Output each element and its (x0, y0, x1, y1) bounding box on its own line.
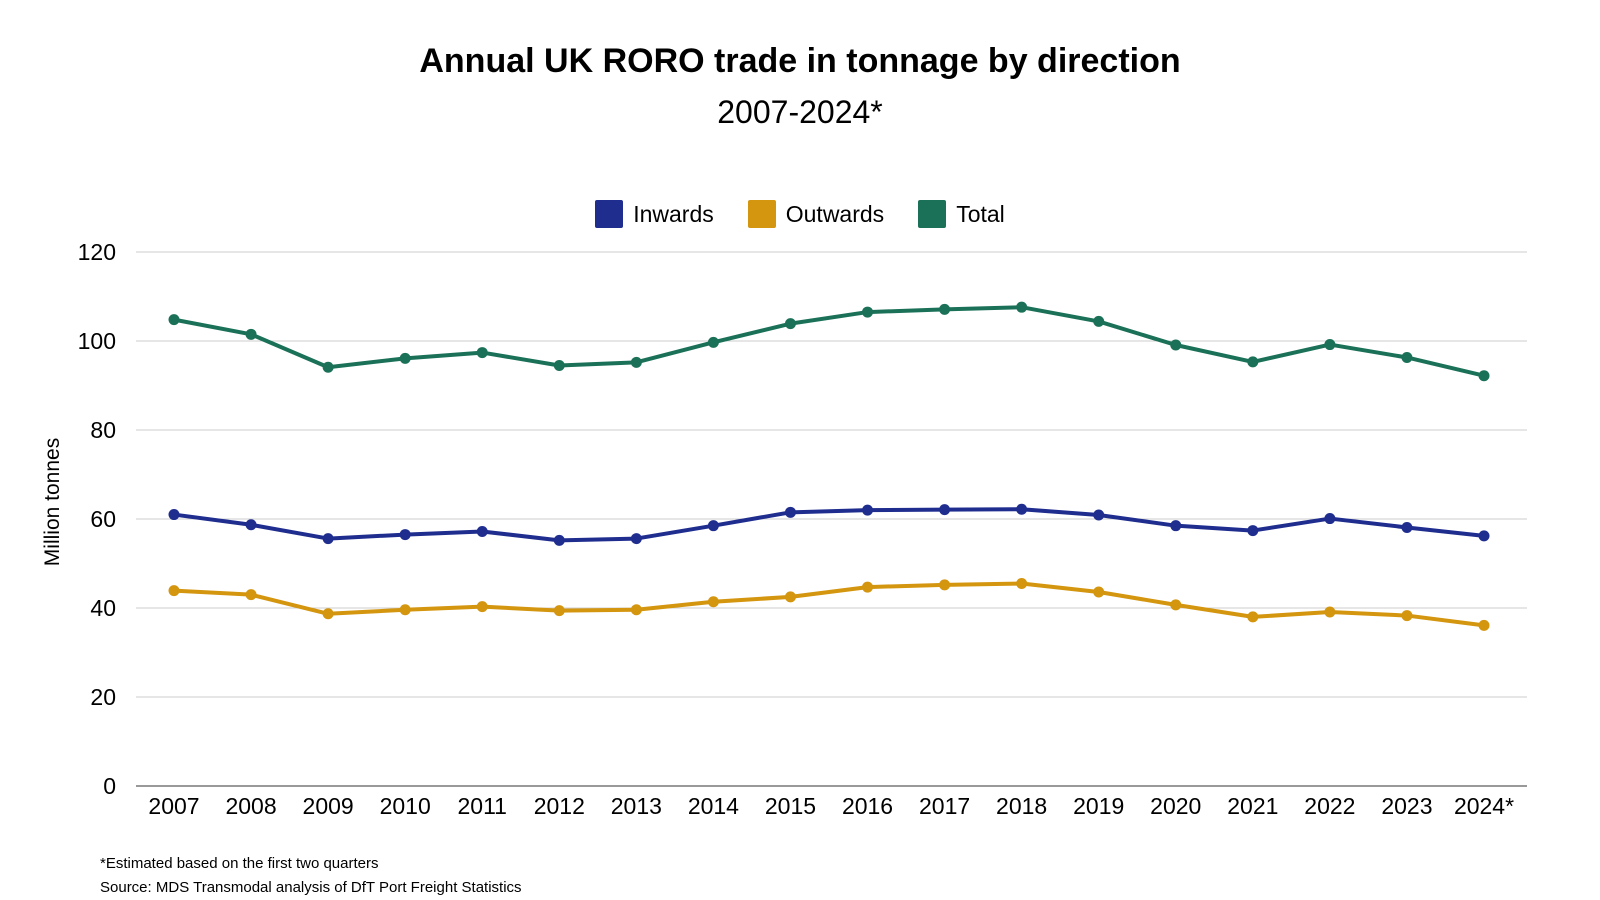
data-point-total (707, 336, 719, 348)
data-point-total (553, 359, 565, 371)
footnote-estimate: *Estimated based on the first two quarte… (100, 855, 379, 872)
legend-item-total[interactable]: Total (918, 200, 1005, 228)
data-point-outwards (476, 601, 488, 613)
data-point-outwards (1093, 586, 1105, 598)
data-point-inwards (784, 506, 796, 518)
legend-item-inwards[interactable]: Inwards (595, 200, 714, 228)
x-tick-label: 2010 (380, 793, 431, 819)
data-point-outwards (1247, 611, 1259, 623)
y-tick-label: 40 (90, 595, 116, 621)
series-line-total (172, 305, 1486, 378)
data-point-inwards (1324, 513, 1336, 525)
data-point-inwards (1016, 503, 1028, 515)
x-tick-label: 2021 (1227, 793, 1278, 819)
series-line-outwards (172, 581, 1486, 628)
legend-item-outwards[interactable]: Outwards (747, 200, 885, 228)
x-tick-label: 2011 (458, 793, 507, 819)
data-point-inwards (553, 534, 565, 546)
data-point-outwards (245, 589, 257, 601)
data-point-total (1401, 351, 1413, 363)
data-point-outwards (553, 605, 565, 617)
data-point-outwards (1324, 606, 1336, 618)
data-point-inwards (476, 525, 488, 537)
data-point-outwards (399, 604, 411, 616)
data-point-outwards (1478, 619, 1490, 631)
data-point-total (322, 361, 334, 373)
x-tick-label: 2014 (688, 793, 739, 819)
x-tick-label: 2019 (1073, 793, 1124, 819)
data-point-total (1478, 370, 1490, 382)
legend: Inwards Outwards Total (0, 200, 1600, 228)
data-point-inwards (245, 519, 257, 531)
legend-label-inwards: Inwards (633, 200, 714, 227)
data-point-outwards (707, 596, 719, 608)
y-tick-label: 100 (78, 328, 116, 354)
x-tick-label: 2009 (303, 793, 354, 819)
legend-label-total: Total (956, 200, 1005, 227)
data-point-inwards (1093, 509, 1105, 521)
x-tick-label: 2013 (611, 793, 662, 819)
data-point-total (1093, 315, 1105, 327)
y-tick-label: 0 (103, 773, 116, 799)
data-point-inwards (1247, 525, 1259, 537)
data-point-inwards (1478, 530, 1490, 542)
chart-subtitle: 2007-2024* (717, 94, 883, 130)
x-tick-label: 2015 (765, 793, 816, 819)
data-point-inwards (707, 520, 719, 532)
legend-label-outwards: Outwards (785, 200, 885, 227)
data-point-outwards (1016, 578, 1028, 590)
data-point-inwards (1170, 520, 1182, 532)
data-point-total (630, 356, 642, 368)
data-point-outwards (1401, 610, 1413, 622)
data-point-outwards (322, 608, 334, 620)
x-tick-label: 2018 (996, 793, 1047, 819)
x-tick-label: 2016 (842, 793, 893, 819)
data-point-total (862, 306, 874, 318)
data-point-inwards (168, 509, 180, 521)
y-tick-label: 20 (90, 684, 116, 710)
data-point-inwards (862, 504, 874, 516)
footnote-source: Source: MDS Transmodal analysis of DfT P… (100, 879, 522, 896)
data-point-inwards (1401, 521, 1413, 533)
data-point-inwards (399, 529, 411, 541)
x-tick-label: 2023 (1381, 793, 1432, 819)
y-tick-label: 60 (90, 506, 116, 532)
data-point-inwards (322, 533, 334, 545)
data-point-total (168, 314, 180, 326)
data-point-total (1016, 301, 1028, 313)
data-point-total (1247, 356, 1259, 368)
x-tick-label: 2017 (919, 793, 970, 819)
x-tick-label: 2012 (534, 793, 585, 819)
x-tick-label: 2008 (225, 793, 276, 819)
data-point-outwards (784, 591, 796, 603)
y-tick-label: 120 (78, 239, 116, 265)
data-point-inwards (630, 533, 642, 545)
data-point-inwards (939, 504, 951, 516)
legend-swatch-outwards (747, 200, 776, 228)
data-point-outwards (1170, 599, 1182, 611)
data-point-outwards (862, 581, 874, 593)
data-point-total (399, 352, 411, 364)
legend-swatch-inwards (595, 200, 624, 228)
data-point-total (784, 318, 796, 330)
data-point-total (476, 347, 488, 359)
x-tick-label: 2020 (1150, 793, 1201, 819)
x-tick-label: 2022 (1304, 793, 1355, 819)
chart-title: Annual UK RORO trade in tonnage by direc… (419, 42, 1181, 80)
data-point-outwards (168, 585, 180, 597)
data-point-total (1324, 339, 1336, 351)
data-point-outwards (939, 579, 951, 591)
x-tick-label: 2024* (1454, 793, 1514, 819)
data-point-outwards (630, 604, 642, 616)
data-point-total (939, 303, 951, 315)
x-tick-label: 2007 (148, 793, 199, 819)
legend-swatch-total (918, 200, 947, 228)
series-line-inwards (172, 507, 1486, 543)
data-point-total (1170, 339, 1182, 351)
y-tick-label: 80 (90, 417, 116, 443)
data-point-total (245, 328, 257, 340)
